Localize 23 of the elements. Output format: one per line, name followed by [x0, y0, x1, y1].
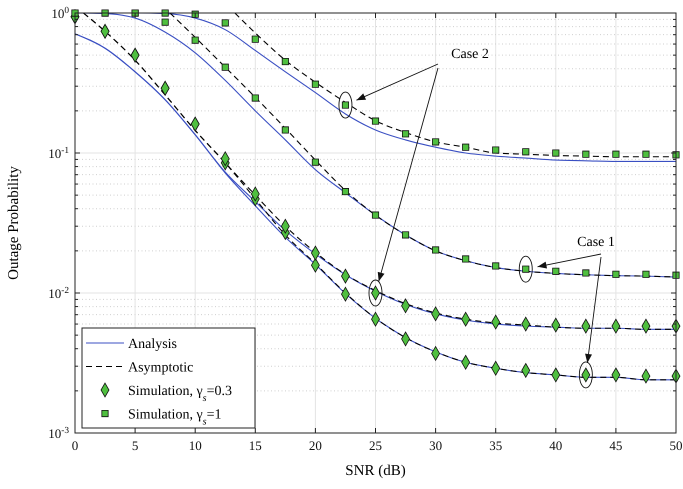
annotation: Case 1 [577, 235, 615, 250]
x-tick-label: 50 [670, 438, 682, 454]
legend-label: Analysis [128, 337, 177, 352]
y-tick-label: 10$^{-3}$ [48, 426, 70, 441]
y-tick-label: 10$^{-1}$ [48, 146, 70, 161]
y-axis-title: Outage Probability [6, 166, 22, 280]
legend-label: Asymptotic [128, 360, 194, 376]
x-tick-label: 40 [549, 438, 562, 454]
annotation: Case 2 [451, 47, 489, 62]
x-tick-label: 5 [132, 438, 138, 454]
x-axis-title: SNR (dB) [345, 463, 406, 479]
x-tick-label: 30 [429, 438, 442, 454]
legend-label: Simulation, γ$_{s}$=0.3 [128, 384, 232, 404]
x-tick-label: 45 [609, 438, 622, 454]
x-tick-label: 25 [369, 438, 382, 454]
x-tick-label: 35 [489, 438, 502, 454]
legend-label: Simulation, γ$_{s}$=1 [128, 408, 222, 427]
x-tick-label: 10 [188, 438, 202, 454]
y-tick-label: 10$^{0}$ [51, 6, 70, 21]
x-tick-label: 0 [72, 438, 78, 454]
x-tick-label: 20 [308, 438, 322, 454]
x-tick-label: 15 [248, 438, 262, 454]
y-tick-label: 10$^{-2}$ [48, 286, 70, 301]
